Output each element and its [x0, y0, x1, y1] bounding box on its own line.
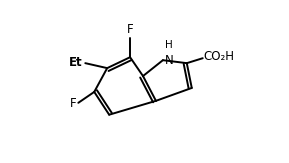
Text: CO₂H: CO₂H	[204, 50, 235, 63]
Text: F: F	[127, 23, 134, 36]
Text: F: F	[70, 97, 76, 110]
Text: H: H	[165, 40, 173, 50]
Text: N: N	[165, 54, 174, 67]
Text: Et: Et	[69, 56, 82, 69]
